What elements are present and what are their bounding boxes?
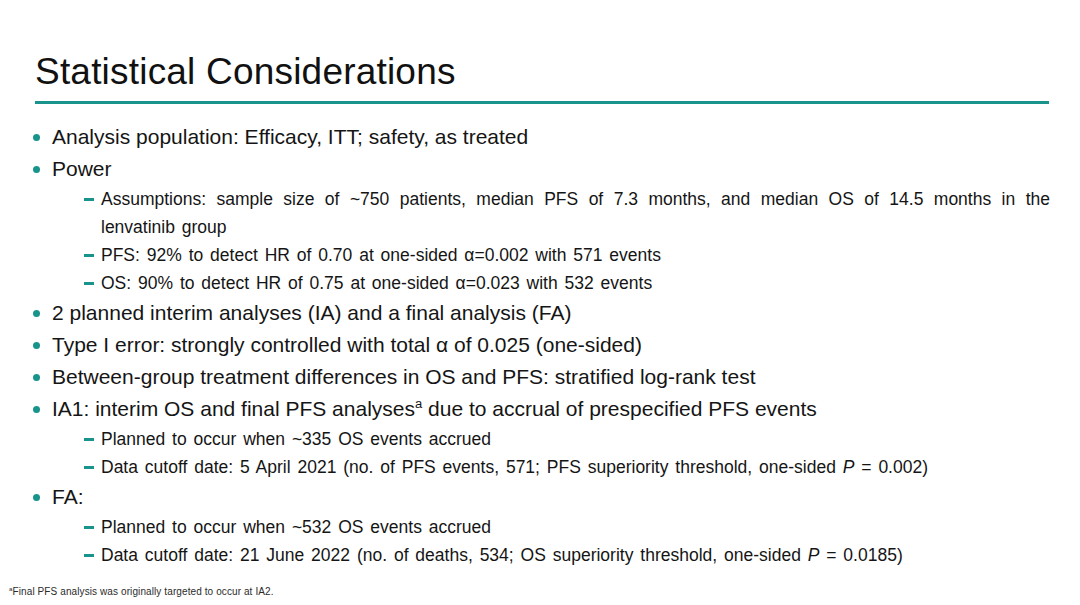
dash-icon xyxy=(84,282,94,285)
bullet-list: Analysis population: Efficacy, ITT; safe… xyxy=(0,121,1050,569)
bullet-dot-icon xyxy=(33,494,40,501)
p-value-symbol: P xyxy=(843,457,855,477)
sub-bullet-fa-cutoff: Data cutoff date: 21 June 2022 (no. of d… xyxy=(84,541,1050,569)
bullet-text: FA: xyxy=(52,481,84,513)
p-value-symbol: P xyxy=(808,545,820,565)
sub-bullet-ia1-planned: Planned to occur when ~335 OS events acc… xyxy=(84,425,1050,453)
bullet-dot-icon xyxy=(33,166,40,173)
bullet-dot-icon xyxy=(33,310,40,317)
dash-icon xyxy=(84,466,94,469)
bullet-analysis-population: Analysis population: Efficacy, ITT; safe… xyxy=(33,121,1050,153)
bullet-dot-icon xyxy=(33,406,40,413)
bullet-dot-icon xyxy=(33,374,40,381)
dash-icon xyxy=(84,254,94,257)
bullet-fa: FA: xyxy=(33,481,1050,513)
dash-icon xyxy=(84,438,94,441)
bullet-text-pre: IA1: interim OS and final PFS analyses xyxy=(52,397,415,420)
sub-bullet-pfs-power: PFS: 92% to detect HR of 0.70 at one-sid… xyxy=(84,241,1050,269)
bullet-text: 2 planned interim analyses (IA) and a fi… xyxy=(52,297,571,329)
sub-bullet-text: Planned to occur when ~335 OS events acc… xyxy=(101,425,491,453)
bullet-planned-analyses: 2 planned interim analyses (IA) and a fi… xyxy=(33,297,1050,329)
bullet-text: Between-group treatment differences in O… xyxy=(52,361,755,393)
bullet-dot-icon xyxy=(33,342,40,349)
sub-bullet-assumptions: Assumptions: sample size of ~750 patient… xyxy=(84,185,1050,241)
sub-bullet-os-power: OS: 90% to detect HR of 0.75 at one-side… xyxy=(84,269,1050,297)
bullet-type-1-error: Type I error: strongly controlled with t… xyxy=(33,329,1050,361)
footnote-text: Final PFS analysis was originally target… xyxy=(13,586,274,597)
sub-bullet-text: OS: 90% to detect HR of 0.75 at one-side… xyxy=(101,269,652,297)
page-title: Statistical Considerations xyxy=(35,52,456,93)
footnote: aFinal PFS analysis was originally targe… xyxy=(9,586,274,597)
sub-bullet-text: PFS: 92% to detect HR of 0.70 at one-sid… xyxy=(101,241,661,269)
dash-icon xyxy=(84,554,94,557)
bullet-text: Analysis population: Efficacy, ITT; safe… xyxy=(52,121,528,153)
sub-bullet-text: Assumptions: sample size of ~750 patient… xyxy=(101,185,1050,241)
bullet-text: Power xyxy=(52,153,112,185)
bullet-ia1: IA1: interim OS and final PFS analysesa … xyxy=(33,393,1050,425)
title-underline xyxy=(35,101,1049,104)
sub-text-pre: Data cutoff date: 21 June 2022 (no. of d… xyxy=(101,545,808,565)
sub-text-post: = 0.002) xyxy=(854,457,928,477)
slide: Statistical Considerations Analysis popu… xyxy=(0,0,1080,605)
sub-bullet-text: Data cutoff date: 5 April 2021 (no. of P… xyxy=(101,453,928,481)
bullet-text: Type I error: strongly controlled with t… xyxy=(52,329,642,361)
bullet-between-group: Between-group treatment differences in O… xyxy=(33,361,1050,393)
bullet-power: Power xyxy=(33,153,1050,185)
dash-icon xyxy=(84,526,94,529)
sub-bullet-text: Planned to occur when ~532 OS events acc… xyxy=(101,513,491,541)
sub-text-post: = 0.0185) xyxy=(819,545,902,565)
dash-icon xyxy=(84,198,94,201)
sub-bullet-ia1-cutoff: Data cutoff date: 5 April 2021 (no. of P… xyxy=(84,453,1050,481)
sub-bullet-text: Data cutoff date: 21 June 2022 (no. of d… xyxy=(101,541,903,569)
sub-bullet-fa-planned: Planned to occur when ~532 OS events acc… xyxy=(84,513,1050,541)
bullet-dot-icon xyxy=(33,134,40,141)
bullet-text-post: due to accrual of prespecified PFS event… xyxy=(422,397,817,420)
bullet-text: IA1: interim OS and final PFS analysesa … xyxy=(52,393,817,425)
sub-text-pre: Data cutoff date: 5 April 2021 (no. of P… xyxy=(101,457,843,477)
